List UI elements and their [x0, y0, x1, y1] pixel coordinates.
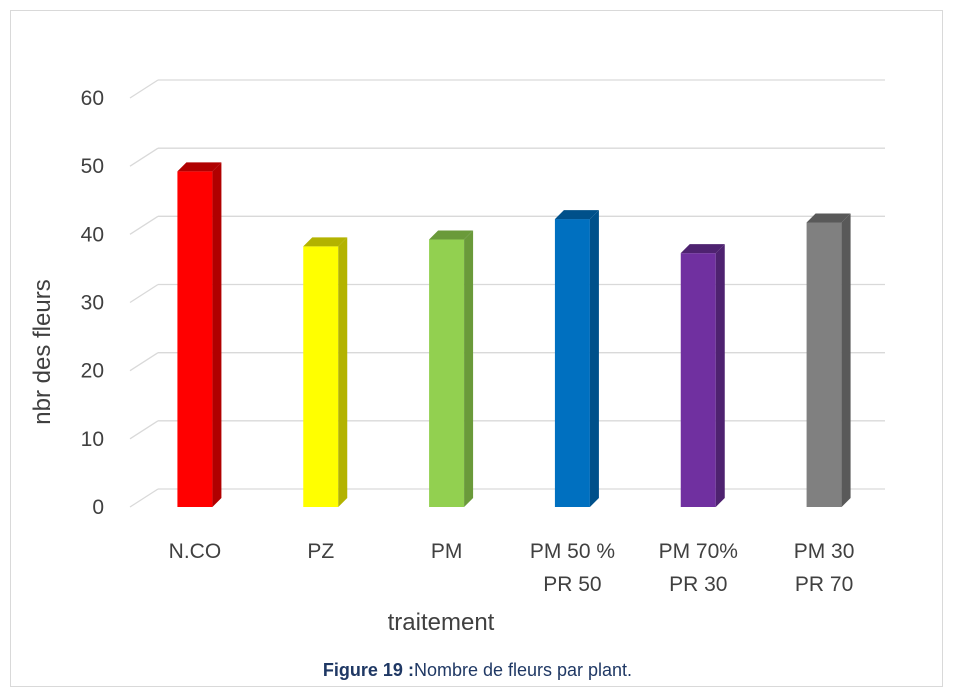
y-tick-label: 20 [81, 360, 104, 383]
bar-side [338, 237, 348, 508]
bar-top [680, 244, 725, 254]
bar-top [303, 237, 348, 247]
bar-top [177, 162, 222, 172]
y-tick-label: 0 [92, 496, 104, 519]
gridline-depth [129, 488, 159, 508]
y-tick-label: 50 [81, 155, 104, 178]
bar [806, 213, 851, 507]
gridline-depth [129, 420, 159, 440]
bar-top [554, 210, 599, 220]
bar-chart: 0 10 20 30 40 50 60 N.CO PZ PM PM 50 % PR 50 PM 70%… [29, 79, 885, 636]
x-axis-categories: N.CO PZ PM PM 50 % PR 50 PM 70% PR 30 PM 30 PR 7… [169, 540, 855, 596]
x-category-label: N.CO [169, 540, 222, 563]
bar [429, 230, 474, 507]
x-category-label: PM 70% PR 30 [659, 540, 738, 596]
y-tick-label: 10 [81, 428, 104, 451]
y-tick-label: 30 [81, 292, 104, 315]
y-axis-title: nbr des fleurs [29, 279, 56, 424]
gridline-depth [129, 147, 159, 167]
bar-side [715, 244, 725, 507]
gridline-depth [129, 283, 159, 304]
bar [303, 237, 348, 508]
chart-frame [10, 10, 943, 687]
bar-front [680, 253, 716, 507]
x-category-label: PM [431, 540, 463, 563]
gridline-depth [129, 79, 159, 99]
x-category-label: PM 50 % PR 50 [530, 540, 615, 596]
bar-front [303, 246, 339, 508]
bars [177, 162, 851, 508]
y-tick-label: 60 [81, 87, 104, 110]
gridline-depth [129, 352, 159, 372]
bar-front [806, 222, 842, 507]
y-tick-label: 40 [81, 223, 104, 246]
bar [554, 210, 599, 508]
bar-front [554, 219, 590, 508]
figure-caption: Figure 19 :Nombre de fleurs par plant. [0, 660, 955, 681]
bar-side [212, 162, 222, 507]
bar-front [177, 171, 213, 507]
bar-side [841, 213, 851, 507]
x-category-label: PM 30 PR 70 [794, 540, 855, 596]
bar [177, 162, 222, 507]
bar-top [806, 213, 851, 223]
bar-front [429, 239, 465, 507]
x-category-label: PZ [307, 540, 334, 563]
y-axis-ticks: 0 10 20 30 40 50 60 [81, 87, 104, 519]
bar-side [589, 210, 599, 508]
figure-caption-label: Figure 19 : [322, 660, 414, 680]
x-axis-title: traitement [388, 609, 495, 636]
bar-top [429, 230, 474, 240]
gridlines [129, 79, 885, 508]
bar [680, 244, 725, 507]
bar-side [464, 230, 474, 507]
gridline-depth [129, 215, 159, 235]
figure-caption-text: Nombre de fleurs par plant. [413, 660, 633, 680]
